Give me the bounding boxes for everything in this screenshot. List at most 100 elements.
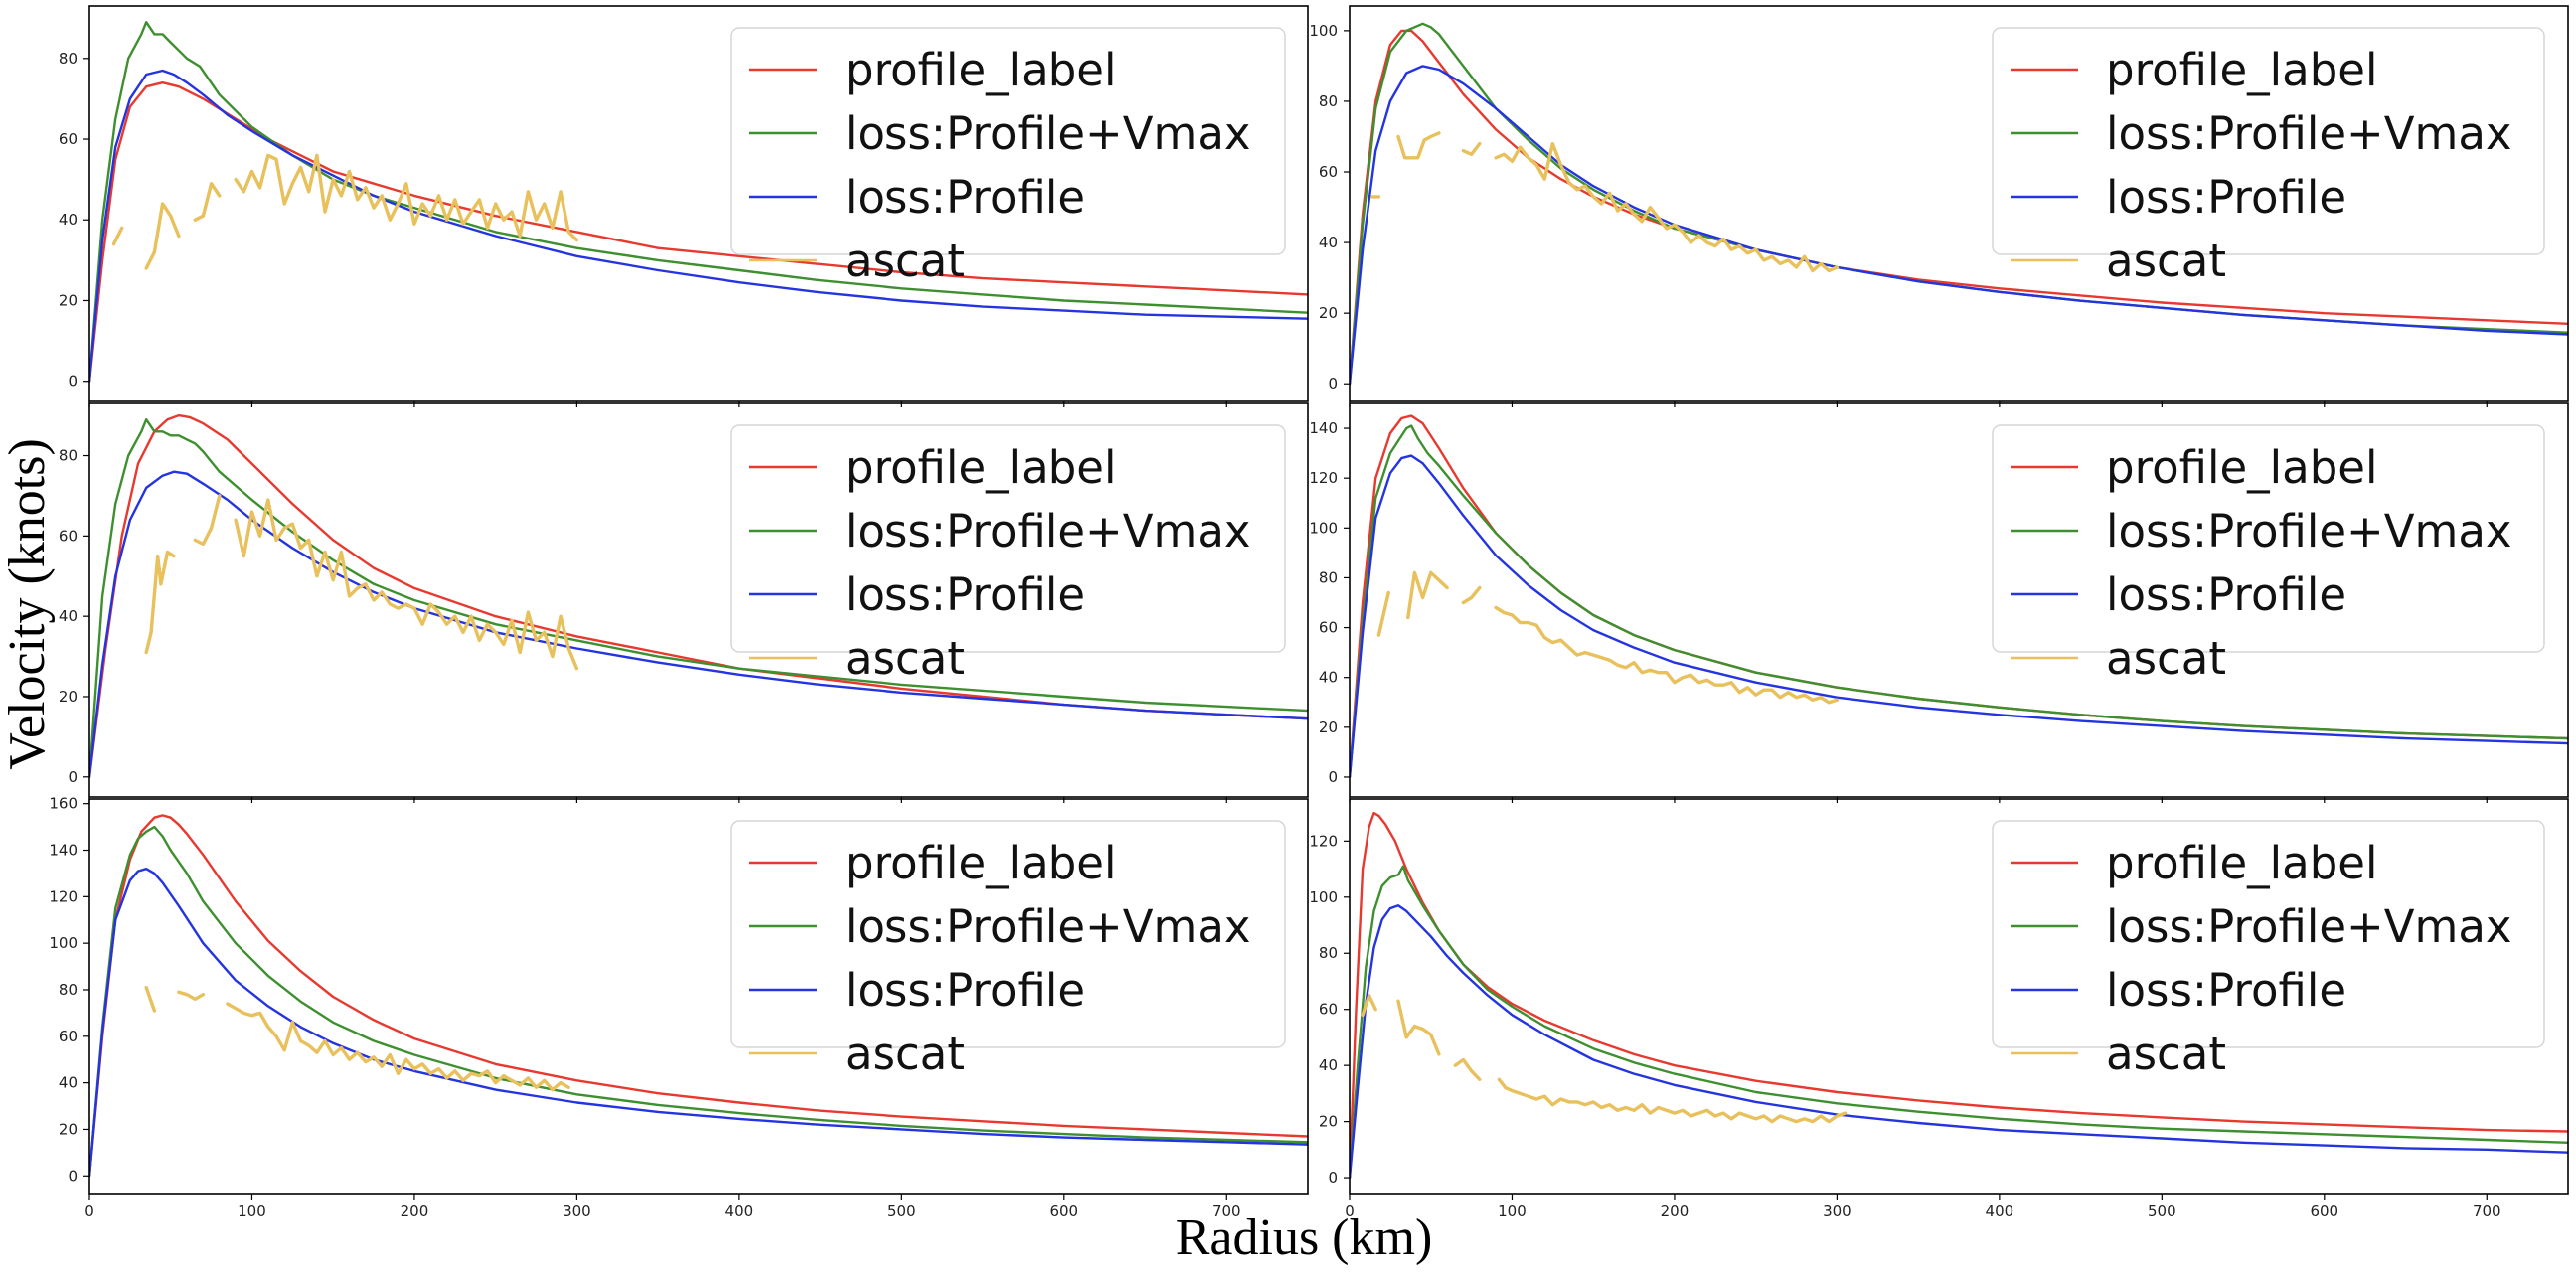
panel-4-y-tick-label: 140 — [1309, 419, 1338, 437]
panel-4-legend-label-ascat: ascat — [2106, 632, 2226, 685]
panel-3-y-tick-label: 60 — [59, 527, 78, 545]
panel-5-y-tick-label: 60 — [59, 1028, 78, 1045]
panel-1: 0 20 40 60 80 profile_label loss:Profile+Vmax l… — [59, 5, 1309, 407]
panel-5-x-tick-label: 100 — [238, 1202, 266, 1220]
panel-6-series-profile-label — [1350, 811, 2568, 1180]
panel-4-frame — [1349, 402, 2569, 798]
panel-4-legend-box — [1992, 424, 2545, 653]
panel-4-legend-label-loss-profile: loss:Profile — [2106, 568, 2346, 621]
panel-5-plot-area — [89, 814, 1308, 1178]
panel-1-y-tick-label: 40 — [59, 211, 78, 229]
panel-5-x-tick-label: 600 — [1049, 1202, 1078, 1220]
panel-6-frame — [1349, 798, 2569, 1195]
panel-4-y-tick-label: 120 — [1309, 469, 1338, 487]
panel-2-legend-label-profile-label: profile_label — [2106, 44, 2377, 96]
panel-6-x-tick-label: 500 — [2148, 1202, 2176, 1220]
panel-5-y-tick-label: 20 — [59, 1120, 78, 1138]
panel-2-legend-label-loss-profile-vmax: loss:Profile+Vmax — [2106, 107, 2512, 160]
panel-1-legend-label-loss-profile: loss:Profile — [845, 171, 1085, 224]
panels: 0 20 40 60 80 profile_label loss:Profile+Vmax l… — [49, 5, 2569, 1220]
panel-2-series-ascat — [1370, 131, 1840, 273]
panel-6-y-tick-label: 60 — [1319, 1001, 1338, 1019]
panel-5-legend-box — [730, 820, 1286, 1048]
panel-5-series-loss-profile — [89, 868, 1308, 1178]
panel-4-y-tick-label: 100 — [1309, 519, 1338, 537]
panel-2-y-tick-label: 100 — [1309, 22, 1338, 40]
panel-3-legend-label-profile-label: profile_label — [845, 441, 1116, 494]
panel-1-series-ascat — [111, 153, 579, 270]
panel-6: 0 20 40 60 80 100 120 0 100 200 300 400 500 600 700 pro… — [1309, 798, 2569, 1220]
panel-4-series-ascat — [1376, 570, 1840, 705]
panel-5-legend-label-ascat: ascat — [845, 1028, 965, 1080]
panel-2-y-tick-label: 20 — [1319, 304, 1338, 322]
panel-5-y-tick-label: 120 — [49, 887, 78, 905]
panel-4-series-loss-profile — [1350, 454, 2568, 779]
panel-6-legend-box — [1992, 820, 2545, 1048]
panel-5-y-tick-label: 140 — [49, 842, 78, 860]
panel-4-y-tick-label: 0 — [1328, 768, 1338, 786]
panel-6-x-tick-label: 600 — [2310, 1202, 2338, 1220]
panel-1-y-tick-label: 20 — [59, 291, 78, 309]
panel-5-legend-label-profile-label: profile_label — [845, 837, 1116, 889]
panel-6-x-tick-label: 300 — [1823, 1202, 1852, 1220]
panel-4-y-tick-label: 60 — [1319, 619, 1338, 637]
panel-1-frame — [88, 5, 1309, 402]
panel-3-frame — [88, 402, 1309, 798]
panel-6-plot-area — [1350, 811, 2568, 1180]
panel-5-y-tick-label: 100 — [49, 934, 78, 952]
panel-4-legend-label-loss-profile-vmax: loss:Profile+Vmax — [2106, 505, 2512, 557]
panel-6-series-ascat — [1361, 993, 1848, 1124]
panel-6-series-loss-profile — [1350, 904, 2568, 1180]
panel-6-legend-label-profile-label: profile_label — [2106, 837, 2377, 889]
panel-3-series-ascat — [144, 494, 579, 671]
panel-2-y-tick-label: 40 — [1319, 234, 1338, 251]
panel-6-y-tick-label: 100 — [1309, 888, 1338, 906]
panel-5-legend-label-loss-profile: loss:Profile — [845, 964, 1085, 1017]
panel-4: 0 20 40 60 80 100 120 140 profile_label loss:Prof… — [1309, 402, 2569, 803]
panel-5-y-tick-label: 160 — [49, 795, 78, 813]
panel-6-x-tick-label: 100 — [1498, 1202, 1527, 1220]
panel-3-legend-label-loss-profile-vmax: loss:Profile+Vmax — [845, 505, 1251, 557]
panel-3-series-profile-label — [89, 413, 1308, 778]
panel-1-y-tick-label: 80 — [59, 50, 78, 68]
panel-1-legend-label-loss-profile-vmax: loss:Profile+Vmax — [845, 107, 1251, 160]
panel-5-series-loss-profile-vmax — [89, 825, 1308, 1178]
panel-1-legend: profile_label loss:Profile+Vmax loss:Profi… — [730, 27, 1286, 287]
panel-3-y-tick-label: 0 — [68, 768, 78, 786]
panel-4-y-tick-label: 80 — [1319, 568, 1338, 586]
panel-6-x-tick-label: 700 — [2473, 1202, 2501, 1220]
panel-3-y-tick-label: 20 — [59, 688, 78, 706]
x-axis-title: Radius (km) — [1176, 1209, 1433, 1266]
panel-5-series-ascat — [144, 985, 570, 1092]
panel-6-y-tick-label: 80 — [1319, 944, 1338, 962]
panel-4-plot-area — [1350, 414, 2568, 779]
panel-2-legend-label-loss-profile: loss:Profile — [2106, 171, 2346, 224]
panel-5-y-tick-label: 0 — [68, 1167, 78, 1185]
panel-3-y-tick-label: 80 — [59, 447, 78, 465]
panel-3-series-loss-profile — [89, 470, 1308, 778]
panel-5-x-tick-label: 400 — [725, 1202, 754, 1220]
panel-5-x-tick-label: 0 — [84, 1202, 94, 1220]
panel-6-y-tick-label: 40 — [1319, 1056, 1338, 1074]
panel-4-legend-label-profile-label: profile_label — [2106, 441, 2377, 494]
panel-6-series-loss-profile-vmax — [1350, 865, 2568, 1180]
panel-6-x-tick-label: 200 — [1661, 1202, 1690, 1220]
panel-5-frame — [88, 798, 1309, 1195]
panel-6-y-tick-label: 0 — [1328, 1169, 1338, 1187]
panel-2: 0 20 40 60 80 100 profile_label loss:Profile+Vm… — [1309, 5, 2569, 407]
panel-5-x-tick-label: 700 — [1212, 1202, 1241, 1220]
panel-1-series-profile-label — [89, 81, 1308, 383]
panel-5-series-profile-label — [89, 814, 1308, 1178]
panel-3-legend: profile_label loss:Profile+Vmax loss:Profi… — [730, 424, 1286, 685]
panel-2-y-tick-label: 80 — [1319, 92, 1338, 110]
panel-6-y-tick-label: 120 — [1309, 832, 1338, 850]
panel-1-y-tick-label: 0 — [68, 373, 78, 391]
panel-5-legend-label-loss-profile-vmax: loss:Profile+Vmax — [845, 900, 1251, 953]
panel-5-y-tick-label: 40 — [59, 1074, 78, 1092]
panel-2-legend-label-ascat: ascat — [2106, 235, 2226, 287]
panel-3: 0 20 40 60 80 profile_label loss:Profile+Vmax l… — [59, 402, 1309, 803]
panel-2-y-tick-label: 60 — [1319, 163, 1338, 181]
panel-2-legend-box — [1992, 27, 2545, 255]
panel-1-y-tick-label: 60 — [59, 130, 78, 148]
